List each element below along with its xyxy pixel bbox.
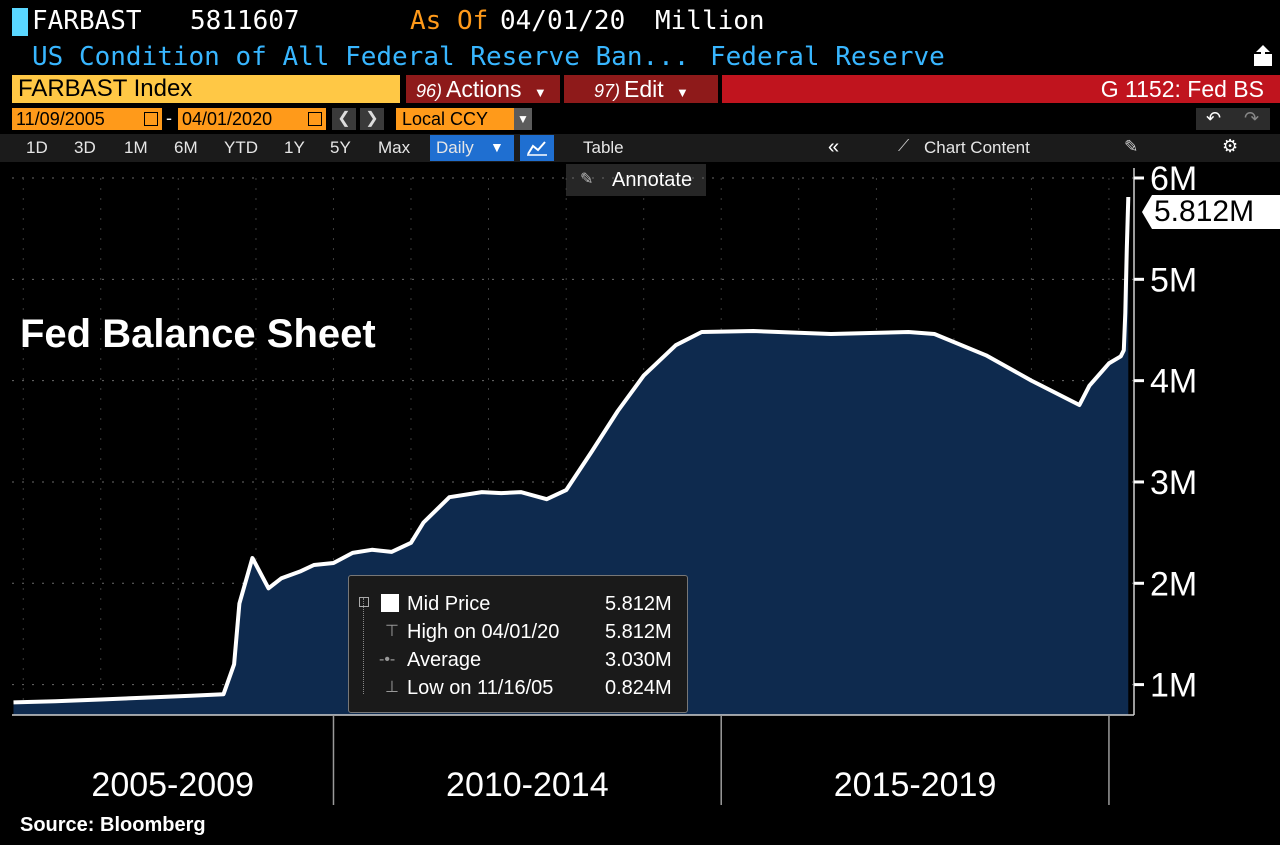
annotate-button[interactable]: ✎ Annotate — [566, 164, 706, 196]
x-period-label: 2010-2014 — [446, 766, 609, 804]
average-marker-icon: -•- — [379, 651, 396, 668]
legend-row: ⊤ High on 04/01/20 5.812M — [349, 618, 689, 646]
toolbar-main: FARBAST Index 96) Actions ▼ 97) Edit ▼ G 1… — [0, 74, 1280, 104]
y-tick-label: 1M — [1150, 667, 1197, 705]
chart-content-button[interactable]: Chart Content — [924, 138, 1030, 157]
line-chart-icon[interactable] — [520, 135, 554, 161]
legend-value: 5.812M — [605, 593, 672, 615]
last-value: 5811607 — [190, 6, 300, 36]
chevron-down-icon: ▼ — [676, 85, 689, 100]
edit-menu[interactable]: 97) Edit ▼ — [564, 75, 718, 103]
as-of-label: As Of — [410, 6, 489, 36]
actions-label: Actions — [446, 76, 522, 102]
undo-redo-group: ↶ ↷ — [1196, 108, 1270, 130]
range-1m[interactable]: 1M — [124, 138, 148, 157]
range-1d[interactable]: 1D — [26, 138, 48, 157]
prev-period-button[interactable]: ❮ — [332, 108, 356, 130]
calendar-icon[interactable] — [144, 112, 158, 126]
actions-menu[interactable]: 96) Actions ▼ — [406, 75, 560, 103]
series-line-mid-price — [13, 196, 1131, 705]
area-fill — [13, 197, 1129, 715]
legend-row: ⊥ Low on 11/16/05 0.824M — [349, 674, 689, 702]
high-marker-icon: ⊤ — [385, 623, 399, 640]
export-icon[interactable] — [1252, 44, 1274, 68]
collapse-icon[interactable] — [359, 597, 369, 607]
last-value-tag: 5.812M — [1142, 192, 1280, 232]
legend-name: Low on 11/16/05 — [407, 677, 554, 699]
legend-name: High on 04/01/20 — [407, 621, 560, 643]
source-note: Source: Bloomberg — [20, 814, 206, 836]
security-header: FARBAST 5811607 As Of 04/01/20 Million — [0, 0, 1280, 40]
range-1y[interactable]: 1Y — [284, 138, 305, 157]
annotate-label: Annotate — [612, 169, 693, 191]
as-of-date: 04/01/20 — [500, 6, 626, 36]
calendar-icon[interactable] — [308, 112, 322, 126]
low-marker-icon: ⊥ — [385, 679, 399, 696]
series-swatch — [381, 594, 399, 612]
balance-sheet-chart: 1M 2M 3M 4M 5M 6M 2005-2009 2010-2014 2015-2019 — [12, 160, 1197, 805]
start-date-field[interactable]: 11/09/2005 — [12, 108, 162, 130]
legend-value: 3.030M — [605, 649, 672, 671]
graph-id-bar: G 1152: Fed BS — [722, 75, 1280, 103]
edit-label: Edit — [624, 76, 664, 102]
graph-id: G 1152: Fed BS — [1100, 76, 1264, 102]
y-tick-label: 4M — [1150, 363, 1197, 401]
pencil-icon: ✎ — [580, 171, 594, 188]
frequency-select[interactable]: Daily ▼ — [430, 135, 514, 161]
redo-icon[interactable]: ↷ — [1244, 108, 1260, 128]
legend-name: Mid Price — [407, 593, 491, 615]
date-range-bar: 11/09/2005 - 04/01/2020 ❮ ❯ Local CCY ▼ … — [0, 106, 1280, 132]
range-3d[interactable]: 3D — [74, 138, 96, 157]
x-axis: 2005-2009 2010-2014 2015-2019 — [12, 714, 1134, 805]
range-5y[interactable]: 5Y — [330, 138, 351, 157]
ticker: FARBAST — [32, 6, 142, 36]
date-separator: - — [166, 108, 172, 128]
legend: Mid Price 5.812M ⊤ High on 04/01/20 5.81… — [348, 575, 688, 713]
chart-title: Fed Balance Sheet — [20, 312, 376, 356]
edit-chart-icon[interactable]: ✎ — [1124, 137, 1139, 156]
chevron-down-icon[interactable]: ▼ — [514, 108, 532, 130]
end-date-field[interactable]: 04/01/2020 — [178, 108, 326, 130]
y-tick-label: 5M — [1150, 261, 1197, 299]
legend-name: Average — [407, 649, 482, 671]
last-value-label: 5.812M — [1154, 195, 1255, 228]
y-tick-label: 6M — [1150, 160, 1197, 198]
edit-num: 97) — [594, 81, 621, 101]
table-button[interactable]: Table — [583, 138, 624, 157]
actions-num: 96) — [416, 81, 443, 101]
chart-content-icon: ⟋ — [898, 138, 910, 155]
range-ytd[interactable]: YTD — [224, 138, 258, 157]
legend-row: Mid Price 5.812M — [349, 590, 689, 618]
settings-gear-icon[interactable]: ⚙ — [1222, 136, 1239, 156]
y-tick-label: 2M — [1150, 565, 1197, 603]
legend-value: 5.812M — [605, 621, 672, 643]
description: US Condition of All Federal Reserve Ban.… — [32, 42, 690, 72]
y-tick-label: 3M — [1150, 464, 1197, 502]
end-date: 04/01/2020 — [182, 109, 273, 129]
source-name: Federal Reserve — [710, 42, 945, 72]
chevron-down-icon: ▼ — [490, 139, 504, 155]
cursor-block — [12, 8, 28, 36]
start-date: 11/09/2005 — [16, 109, 105, 129]
chevron-down-icon: ▼ — [533, 85, 547, 100]
units: Million — [655, 6, 765, 36]
undo-icon[interactable]: ↶ — [1206, 108, 1222, 128]
legend-row: -•- Average 3.030M — [349, 646, 689, 674]
security-field[interactable]: FARBAST Index — [12, 75, 400, 103]
frequency-label: Daily — [436, 138, 474, 157]
range-6m[interactable]: 6M — [174, 138, 198, 157]
x-period-label: 2005-2009 — [91, 766, 254, 804]
range-max[interactable]: Max — [378, 138, 411, 157]
legend-value: 0.824M — [605, 677, 672, 699]
next-period-button[interactable]: ❯ — [360, 108, 384, 130]
y-axis: 1M 2M 3M 4M 5M 6M — [1133, 160, 1197, 715]
x-period-label: 2015-2019 — [834, 766, 997, 804]
security-description: US Condition of All Federal Reserve Ban.… — [0, 40, 1280, 74]
currency-select[interactable]: Local CCY — [396, 108, 532, 130]
collapse-icon[interactable]: « — [828, 136, 840, 158]
chart-toolbar: 1D 3D 1M 6M YTD 1Y 5Y Max Daily ▼ Table … — [0, 134, 1280, 162]
